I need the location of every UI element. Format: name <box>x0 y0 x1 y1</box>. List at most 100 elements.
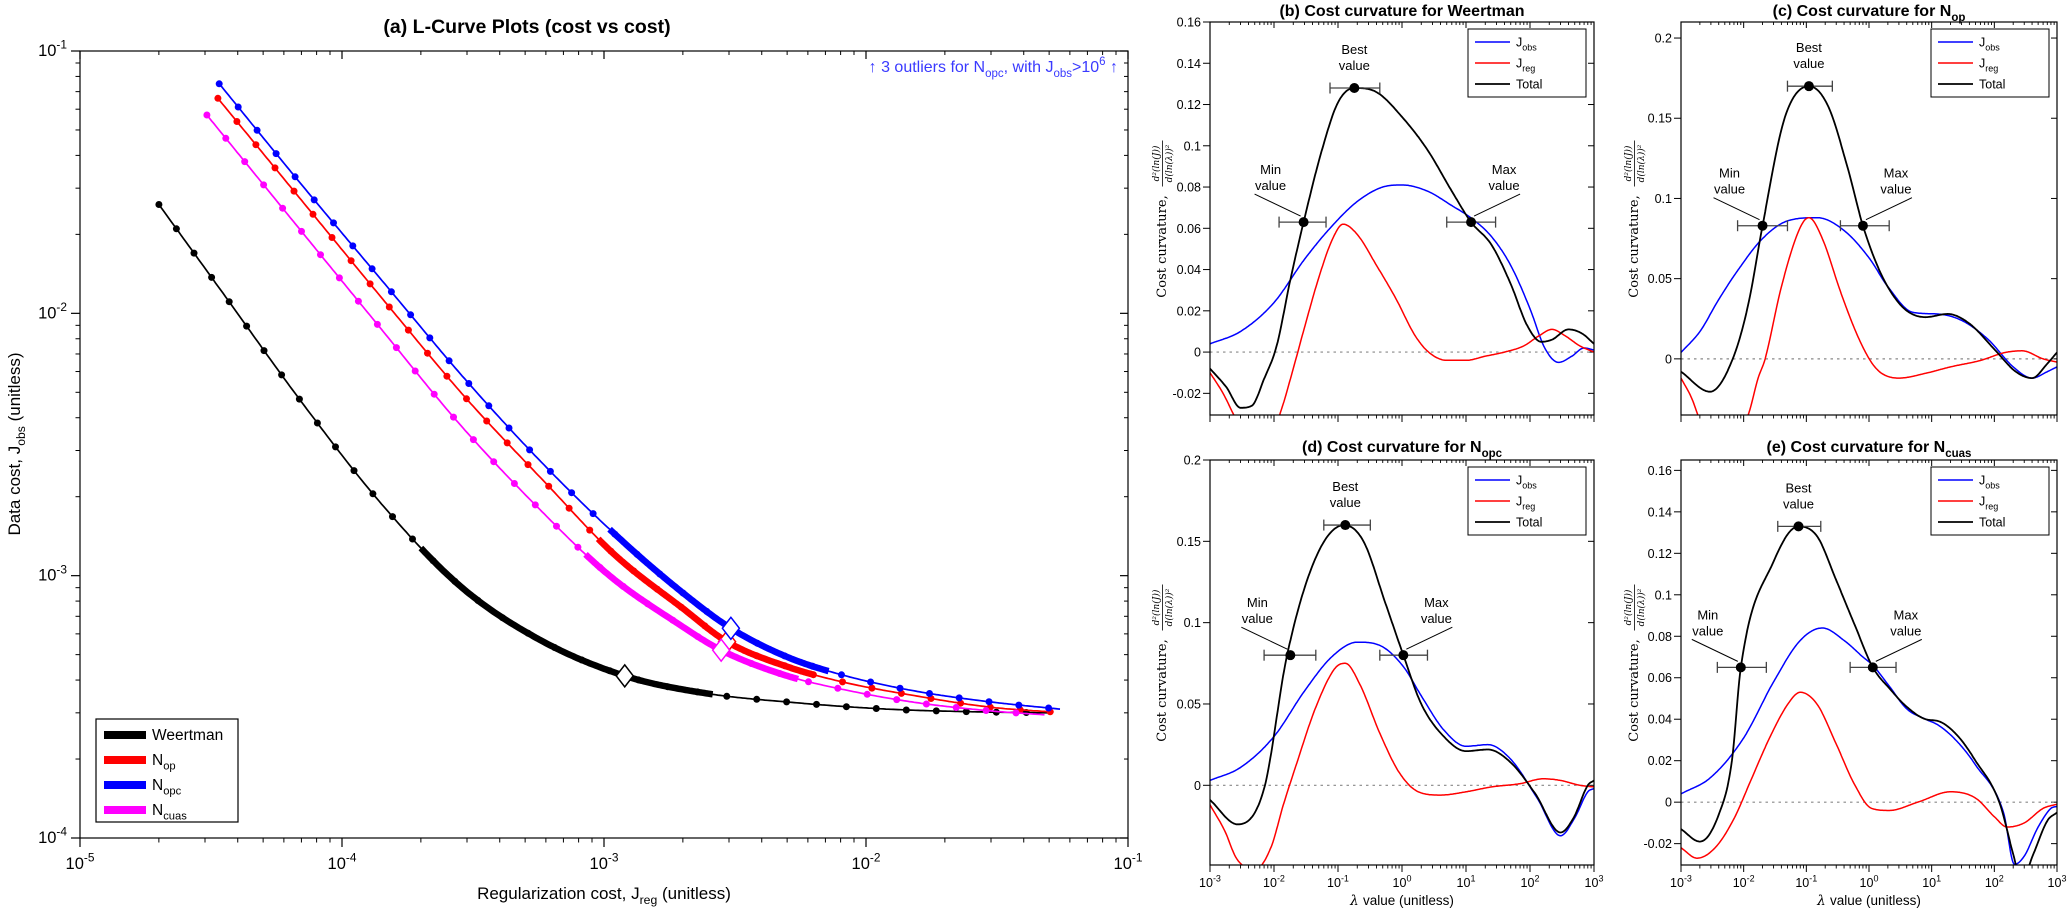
x-tick-label: 103 <box>1585 873 1604 890</box>
panel-c-ylabel: Cost curvature, d²(ln(J)) d(ln(λ))² <box>1623 140 1647 298</box>
panel-d-box <box>1209 459 1595 866</box>
x-tick-label: 102 <box>1521 873 1540 890</box>
series-dot-N_opc <box>568 489 576 497</box>
ylabel-fraction-denominator: d(ln(λ))² <box>1636 588 1647 626</box>
panel-a-ylabel-text: Data cost, Jobs (unitless) <box>5 352 28 535</box>
series-dot-N_cuas <box>893 696 901 704</box>
series-line-Jreg <box>1210 223 1594 415</box>
max-annotation-line1: Max <box>1884 166 1909 181</box>
panel-b-curvature: -0.02 0 0.02 0.04 0.06 0.08 0.1 0.12 0.14 0.16 Min… <box>1151 3 1595 422</box>
series-dot-N_op <box>957 699 965 707</box>
ylabel-fraction-numerator: d²(ln(J)) <box>1623 589 1634 625</box>
series-dot-N_op <box>483 417 491 425</box>
series-dot-N_cuas <box>222 134 230 142</box>
x-tick-label: 101 <box>1922 873 1941 890</box>
series-dot-N_cuas <box>510 480 518 487</box>
series-dot-Weertman <box>295 395 303 403</box>
x-tick-label: 100 <box>1393 873 1412 890</box>
max-annotation-leader <box>1875 638 1923 662</box>
panel-e-axes: 10-3 10-2 10-1 100 101 102 103 -0.02 0 0.02 0.04 0.… <box>1644 460 2066 890</box>
y-tick-label: 0.1 <box>1184 139 1201 153</box>
min-value-marker <box>1285 650 1296 661</box>
series-range-thick-Weertman <box>418 545 714 698</box>
series-dot-N_op <box>565 504 573 512</box>
panel-a-axes: 10-5 10-4 10-3 10-2 10-1 10-4 10-3 10-2 10-1 <box>38 38 1143 873</box>
y-tick-label: 0.1 <box>1655 588 1672 602</box>
min-annotation-leader <box>1691 638 1739 662</box>
series-dot-N_opc <box>291 173 299 181</box>
series-dot-N_opc <box>234 103 242 111</box>
series-dot-N_op <box>271 164 279 172</box>
x-tick-label: 10-2 <box>852 851 881 873</box>
x-tick-label: 10-1 <box>1327 873 1349 890</box>
max-annotation-line2: value <box>1421 611 1452 626</box>
series-dot-N_opc <box>465 380 473 387</box>
panel-e-title: (e) Cost curvature for Ncuas <box>1767 439 1972 460</box>
ylabel-prefix: Cost curvature, <box>1627 195 1642 297</box>
series-dot-Weertman <box>172 225 180 233</box>
y-tick-label: 0.2 <box>1655 32 1672 46</box>
max-annotation-line1: Max <box>1492 162 1517 177</box>
series-line-Jobs <box>1681 216 2057 379</box>
series-dot-N_op <box>309 210 317 218</box>
ylabel-prefix: Cost curvature, <box>1627 639 1642 741</box>
legend-entry-label: Weertman <box>152 727 223 744</box>
series-dot-N_op <box>545 482 553 490</box>
best-value-marker <box>1803 81 1814 92</box>
panel-a-legend: Weertman Nop Nopc Ncuas <box>95 718 239 823</box>
series-dot-N_cuas <box>490 458 498 466</box>
series-dot-Weertman <box>842 703 850 711</box>
y-tick-label: 0.02 <box>1177 304 1201 318</box>
legend-entry-label: Total <box>1516 516 1542 530</box>
panel-a-xlabel: Regularization cost, Jreg (unitless) <box>477 884 731 907</box>
legend-entry-label: Nopc <box>152 777 182 798</box>
series-dot-N_cuas <box>335 274 343 282</box>
panel-e-curvature: 10-3 10-2 10-1 100 101 102 103 -0.02 0 0.02 0.04 0.… <box>1623 439 2066 909</box>
x-tick-label: 10-1 <box>1795 873 1817 890</box>
series-dot-Weertman <box>783 698 791 706</box>
best-value-diamond-N_cuas <box>711 637 731 663</box>
series-dot-N_cuas <box>203 111 211 119</box>
series-dot-N_cuas <box>450 413 457 421</box>
series-dot-N_cuas <box>834 684 842 692</box>
best-annotation-line2: value <box>1330 495 1361 510</box>
legend-entry-label: Jobs <box>1516 36 1537 53</box>
series-dot-N_cuas <box>574 543 582 551</box>
series-dot-N_opc <box>546 467 554 475</box>
panel-c-box <box>1680 21 2058 416</box>
best-value-marker <box>1349 83 1360 94</box>
series-line-Jreg <box>1681 691 2057 859</box>
series-dot-Weertman <box>902 706 910 714</box>
series-dot-N_cuas <box>469 436 477 444</box>
series-line-Jobs <box>1210 641 1594 837</box>
best-value-diamond-N_opc <box>721 616 741 641</box>
series-dot-Weertman <box>962 708 970 716</box>
series-dot-N_cuas <box>553 522 560 530</box>
ylabel-fraction-denominator: d(ln(λ))² <box>1164 144 1175 182</box>
series-dot-Weertman <box>872 705 880 712</box>
min-annotation-line1: Min <box>1247 595 1268 610</box>
max-annotation-line1: Max <box>1894 607 1919 622</box>
x-tick-label: 10-5 <box>66 851 95 873</box>
legend-entry-label: Total <box>1516 78 1542 92</box>
legend-entry-label: Jreg <box>1979 57 1998 74</box>
y-tick-label: 0 <box>1665 796 1672 810</box>
series-dot-N_op <box>328 234 336 241</box>
y-tick-label: 0.12 <box>1177 98 1201 112</box>
min-annotation-line2: value <box>1242 611 1273 626</box>
max-value-marker <box>1867 662 1878 673</box>
series-dot-N_opc <box>253 126 261 134</box>
series-line-Jtotal <box>1210 524 1594 834</box>
min-annotation-line1: Min <box>1719 166 1740 181</box>
series-dot-N_op <box>214 94 222 102</box>
x-tick-label: 10-3 <box>1670 873 1692 890</box>
series-dot-N_opc <box>926 690 933 697</box>
series-line-Jtotal <box>1681 525 2057 865</box>
max-annotation-line2: value <box>1880 182 1911 197</box>
series-dot-N_opc <box>1045 704 1053 712</box>
min-value-marker <box>1298 217 1309 228</box>
series-dot-N_op <box>586 526 594 534</box>
x-tick-label: 10-4 <box>328 851 357 873</box>
series-line-N_opc <box>218 83 1061 710</box>
